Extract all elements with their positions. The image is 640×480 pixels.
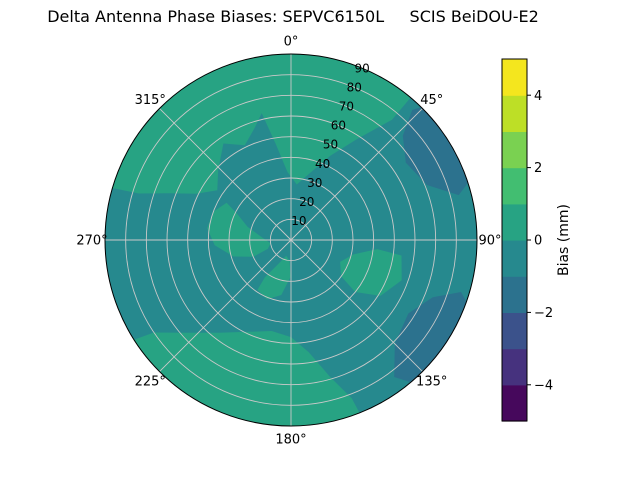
angular-gridline [290,108,423,241]
r-tick-label: 20 [299,195,314,209]
theta-tick-label: 0° [284,35,299,50]
theta-tick-label: 45° [420,93,443,108]
colorbar-band [502,131,527,169]
colorbar-band [502,203,527,241]
r-tick-label: 50 [323,138,338,152]
r-tick-label: 60 [331,119,346,133]
chart-title: Delta Antenna Phase Biases: SEPVC6150L S… [47,7,539,26]
colorbar-tick-label: 0 [534,234,542,249]
colorbar-band [502,276,527,313]
colorbar-band [502,312,527,350]
angular-gridline [290,239,423,372]
theta-tick-label: 90° [478,234,501,249]
colorbar-band [502,384,527,422]
colorbar-tick-label: −4 [534,378,553,393]
colorbar-axis-label: Bias (mm) [556,204,572,276]
contour-region [128,331,365,426]
angular-gridline [159,239,292,372]
r-tick-label: 80 [347,80,362,94]
colorbar-band [502,240,527,277]
colorbar-band [502,95,527,132]
angular-gridline [159,108,292,241]
theta-tick-label: 225° [135,374,166,389]
theta-tick-label: 180° [275,433,306,448]
r-tick-label: 30 [307,176,322,190]
contour-region [402,103,476,196]
colorbar-band [502,167,527,205]
theta-tick-label: 315° [135,93,166,108]
colorbar-band [502,59,527,96]
colorbar-tick-label: 2 [534,161,542,176]
r-tick-label: 70 [339,100,354,114]
r-tick-label: 40 [315,157,330,171]
polar-outline [104,53,478,427]
r-tick-label: 10 [291,214,306,228]
colorbar-band [502,348,527,386]
contour-region [207,202,271,257]
contour-region [340,249,402,296]
colorbar-tick-label: 4 [534,89,542,104]
r-tick-label: 90 [355,61,370,75]
theta-tick-label: 270° [76,234,107,249]
colorbar-tick-label: −2 [534,306,553,321]
theta-tick-label: 135° [416,374,447,389]
colorbar: −4 −2 0 2 4 Bias (mm) [501,58,572,422]
